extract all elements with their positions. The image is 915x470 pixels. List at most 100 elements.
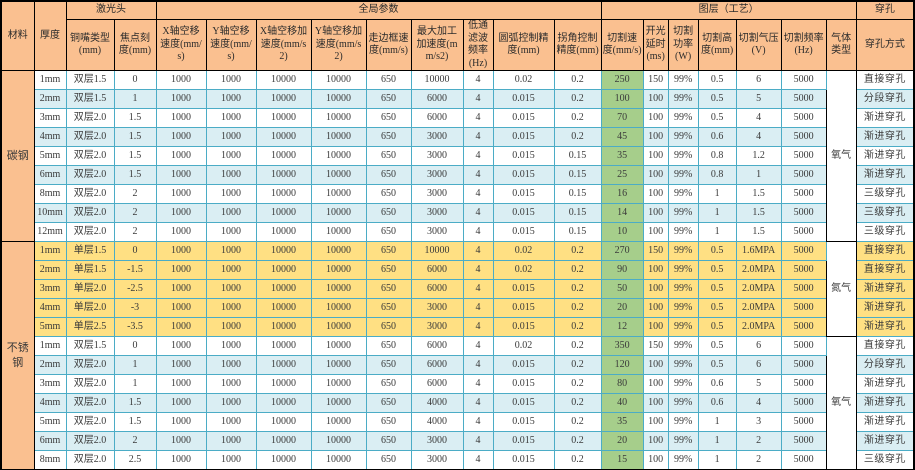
cell-corner-precision: 0.2 [553,279,602,299]
table-row: 5mm 双层2.0 1.5 1000 1000 10000 10000 650 3000 4 0.0… [1,146,915,166]
cell-y-travel-speed: 1000 [205,260,257,280]
cell-focus-scale: -3 [113,298,157,318]
cell-thickness: 4mm [33,393,67,413]
cell-material: 不锈钢 [0,241,35,470]
column-header-cut-height: 切割气压(V) [735,19,782,71]
cell-cut-power: 99% [667,336,699,356]
cell-frame-speed: 650 [365,241,412,261]
cell-arc-precision: 0.015 [492,431,555,451]
cell-x-travel-accel: 10000 [255,127,312,147]
cell-y-travel-speed: 1000 [205,70,257,90]
cell-cut-freq: 5000 [780,127,827,147]
cell-cut-speed: 270 [600,241,644,261]
cell-lowpass-freq: 4 [462,184,494,204]
cell-thickness: 1mm [33,241,67,261]
cell-gas-type: 氧气 [825,70,857,242]
cell-y-travel-accel: 10000 [310,260,367,280]
cell-cut-speed: 25 [600,165,644,185]
cell-cut-height: 0.5 [697,89,737,109]
table-row: 10mm 双层2.0 2 1000 1000 10000 10000 650 3000 4 0.01… [1,203,915,223]
cell-frame-speed: 650 [365,279,412,299]
cell-pierce-method: 渐进穿孔 [855,374,915,394]
cell-focus-scale: 1.5 [113,146,157,166]
cell-nozzle-type: 双层2.0 [65,184,115,204]
cell-focus-scale: 1 [113,355,157,375]
cell-cut-power: 99% [667,412,699,432]
cell-cut-freq: 5000 [780,279,827,299]
cell-max-work-accel: 3000 [410,450,464,470]
cell-cut-speed: 90 [600,260,644,280]
cell-y-travel-speed: 1000 [205,298,257,318]
cell-frame-speed: 650 [365,336,412,356]
cell-y-travel-accel: 10000 [310,184,367,204]
cell-cut-power: 99% [667,317,699,337]
table-row: 2mm 双层1.5 1 1000 1000 10000 10000 650 6000 4 0.015… [1,89,915,109]
cell-lowpass-freq: 4 [462,279,494,299]
cell-y-travel-accel: 10000 [310,241,367,261]
group-header-1: 厚度 [33,0,67,71]
cell-y-travel-accel: 10000 [310,317,367,337]
cell-cut-freq: 5000 [780,336,827,356]
cell-x-travel-accel: 10000 [255,431,312,451]
cell-cut-pressure: 2.0MPA [735,317,782,337]
cell-focus-scale: 1 [113,89,157,109]
cell-y-travel-accel: 10000 [310,336,367,356]
cell-cut-speed: 35 [600,412,644,432]
column-header-max-work-accel: 低通滤波频率(Hz) [462,19,494,71]
cell-cut-freq: 5000 [780,431,827,451]
cell-cut-height: 0.6 [697,374,737,394]
cell-cut-power: 99% [667,127,699,147]
cell-max-work-accel: 6000 [410,279,464,299]
cell-max-work-accel: 3000 [410,184,464,204]
cell-pierce-method: 分段穿孔 [855,355,915,375]
cell-nozzle-type: 双层1.5 [65,70,115,90]
cell-arc-precision: 0.015 [492,279,555,299]
cell-laser-on-delay: 100 [642,184,669,204]
cell-cut-freq: 5000 [780,70,827,90]
cell-thickness: 1mm [33,336,67,356]
column-header-row: 铜嘴类型(mm) 焦点刻度(mm) X轴空移速度(mm/s) Y轴空移速度(mm/s)… [1,19,915,71]
cell-pierce-method: 渐进穿孔 [855,431,915,451]
cell-laser-on-delay: 100 [642,412,669,432]
cell-thickness: 1mm [33,70,67,90]
cell-arc-precision: 0.015 [492,127,555,147]
cell-x-travel-accel: 10000 [255,412,312,432]
cell-cut-height: 0.8 [697,165,737,185]
cell-x-travel-speed: 1000 [155,70,207,90]
cell-x-travel-speed: 1000 [155,374,207,394]
column-header-nozzle-type: 焦点刻度(mm) [113,19,157,71]
cell-corner-precision: 0.15 [553,146,602,166]
cell-max-work-accel: 6000 [410,374,464,394]
column-header-gas-type: 气体类型 [825,19,857,71]
cell-x-travel-accel: 10000 [255,165,312,185]
cell-corner-precision: 0.2 [553,108,602,128]
cell-thickness: 4mm [33,127,67,147]
cell-max-work-accel: 3000 [410,431,464,451]
cell-cut-power: 99% [667,260,699,280]
cell-cut-speed: 16 [600,184,644,204]
cell-y-travel-speed: 1000 [205,108,257,128]
cell-y-travel-accel: 10000 [310,279,367,299]
cell-cut-power: 99% [667,279,699,299]
cell-lowpass-freq: 4 [462,317,494,337]
cell-lowpass-freq: 4 [462,355,494,375]
cell-y-travel-speed: 1000 [205,146,257,166]
cell-laser-on-delay: 100 [642,127,669,147]
cell-frame-speed: 650 [365,146,412,166]
cell-x-travel-speed: 1000 [155,336,207,356]
column-header-thickness: 铜嘴类型(mm) [65,19,115,71]
cell-cut-power: 99% [667,146,699,166]
cell-cut-height: 1 [697,412,737,432]
cell-y-travel-speed: 1000 [205,450,257,470]
cell-corner-precision: 0.2 [553,393,602,413]
cell-cut-freq: 5000 [780,241,827,261]
cell-lowpass-freq: 4 [462,374,494,394]
group-header-4: 图层（工艺） [600,0,857,20]
cell-cut-speed: 10 [600,222,644,242]
cell-cut-speed: 350 [600,336,644,356]
cell-cut-speed: 14 [600,203,644,223]
cell-arc-precision: 0.015 [492,146,555,166]
cell-x-travel-accel: 10000 [255,108,312,128]
